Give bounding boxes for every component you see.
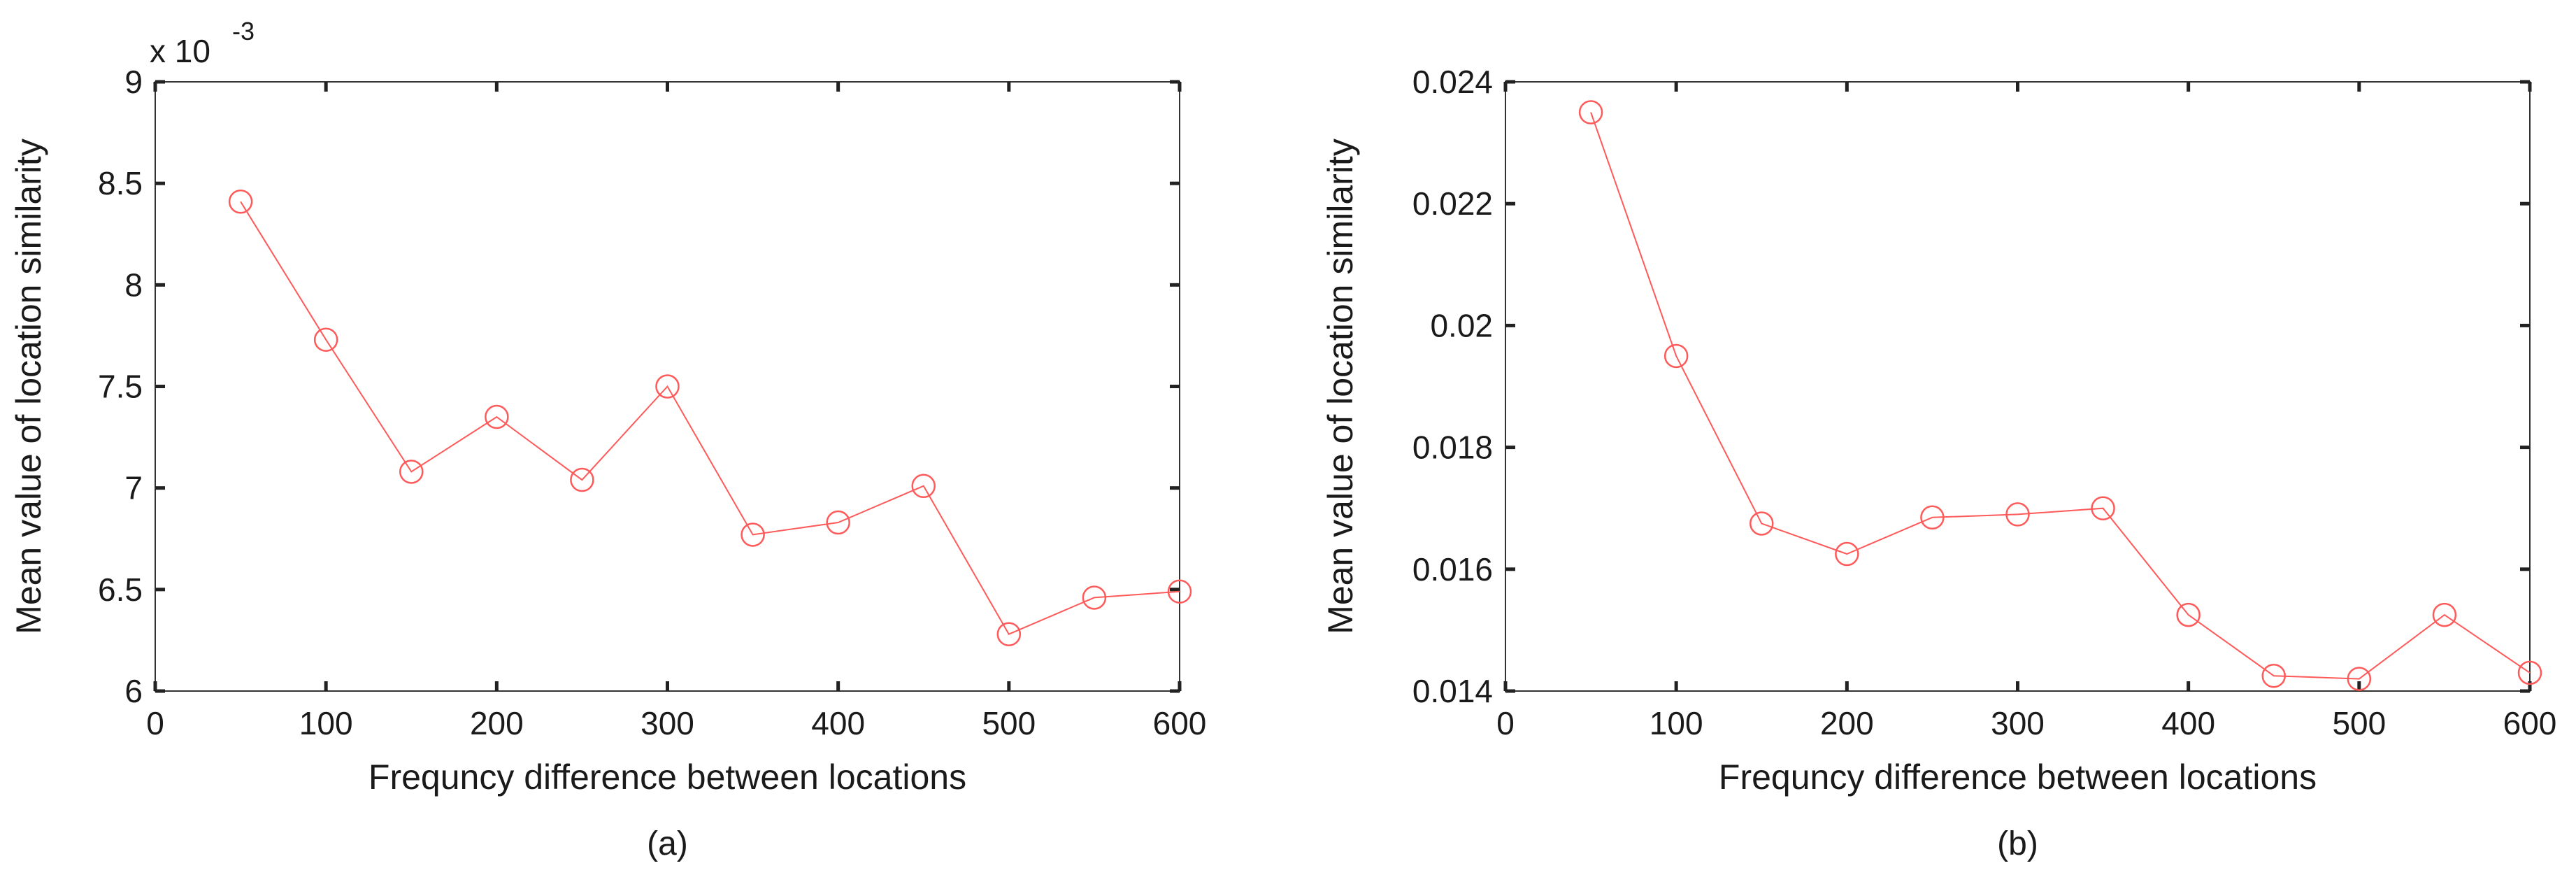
x-tick-label: 0 — [1496, 705, 1515, 741]
y-axis-title: Mean value of location similarity — [9, 138, 48, 634]
chart-b: 0 100 200 300 400 500 600 0.014 0.016 0.018 0.02 0.… — [1321, 64, 2556, 862]
series-line — [240, 201, 1180, 635]
y-tick-label: 7 — [124, 470, 143, 506]
data-point — [1578, 100, 1603, 125]
y-tick-label: 7.5 — [98, 369, 143, 405]
y-tick-label: 0.016 — [1412, 551, 1493, 588]
x-tick-label: 200 — [1820, 705, 1874, 741]
caption: (a) — [647, 825, 688, 862]
x-axis-title: Frequncy difference between locations — [368, 757, 966, 797]
y-tick-label: 0.018 — [1412, 429, 1493, 466]
data-point — [570, 467, 594, 492]
y-axis-title: Mean value of location similarity — [1321, 138, 1360, 634]
data-point — [911, 474, 936, 499]
y-tick-label: 8.5 — [98, 165, 143, 201]
y-exponent-power: -3 — [232, 17, 255, 45]
data-point — [2432, 602, 2457, 627]
data-point — [2091, 496, 2115, 520]
y-tick-label: 6.5 — [98, 571, 143, 608]
data-point — [996, 622, 1022, 646]
data-point — [2517, 660, 2542, 685]
x-tick-label: 600 — [1153, 705, 1207, 741]
x-tick-label: 400 — [811, 705, 865, 741]
y-tick-label: 0.014 — [1412, 673, 1493, 709]
x-tick-label: 400 — [2161, 705, 2215, 741]
data-point — [826, 510, 850, 535]
x-tick-label: 100 — [1650, 705, 1703, 741]
y-tick-label: 8 — [124, 266, 143, 303]
y-tick-label: 9 — [124, 64, 143, 100]
data-point — [1082, 585, 1107, 610]
x-tick-label: 0 — [146, 705, 164, 741]
x-tick-label: 500 — [982, 705, 1036, 741]
x-tick-label: 300 — [641, 705, 694, 741]
y-exponent-label: x 10 — [150, 33, 210, 69]
data-point — [1167, 579, 1192, 604]
y-tick-label: 0.024 — [1412, 64, 1493, 100]
data-point — [2005, 502, 2030, 527]
data-point — [740, 522, 765, 547]
data-point — [2176, 602, 2201, 627]
axes-box — [1505, 81, 2531, 692]
x-tick-label: 500 — [2332, 705, 2386, 741]
series-line — [1590, 112, 2531, 680]
data-point — [228, 190, 253, 214]
caption: (b) — [1997, 825, 2038, 862]
y-tick-label: 0.02 — [1430, 307, 1493, 343]
x-tick-label: 300 — [1991, 705, 2045, 741]
data-point — [1920, 505, 1945, 530]
data-point — [399, 460, 424, 484]
x-tick-label: 200 — [470, 705, 524, 741]
data-point — [485, 404, 509, 429]
data-point — [655, 374, 680, 399]
y-tick-label: 0.022 — [1412, 185, 1493, 222]
data-point — [1835, 541, 1859, 567]
x-tick-label: 100 — [299, 705, 353, 741]
data-point — [313, 327, 338, 352]
y-tick-label: 6 — [124, 673, 143, 709]
data-point — [1663, 343, 1689, 369]
x-tick-label: 600 — [2503, 705, 2557, 741]
data-point — [2261, 663, 2286, 688]
x-axis-title: Frequncy difference between locations — [1719, 757, 2317, 797]
data-point — [2347, 667, 2372, 691]
data-point — [1749, 511, 1774, 536]
chart-a: 0 100 200 300 400 500 600 6 6.5 7 7.5 8 8.5 9x 10 -3 Fr… — [9, 17, 1206, 862]
